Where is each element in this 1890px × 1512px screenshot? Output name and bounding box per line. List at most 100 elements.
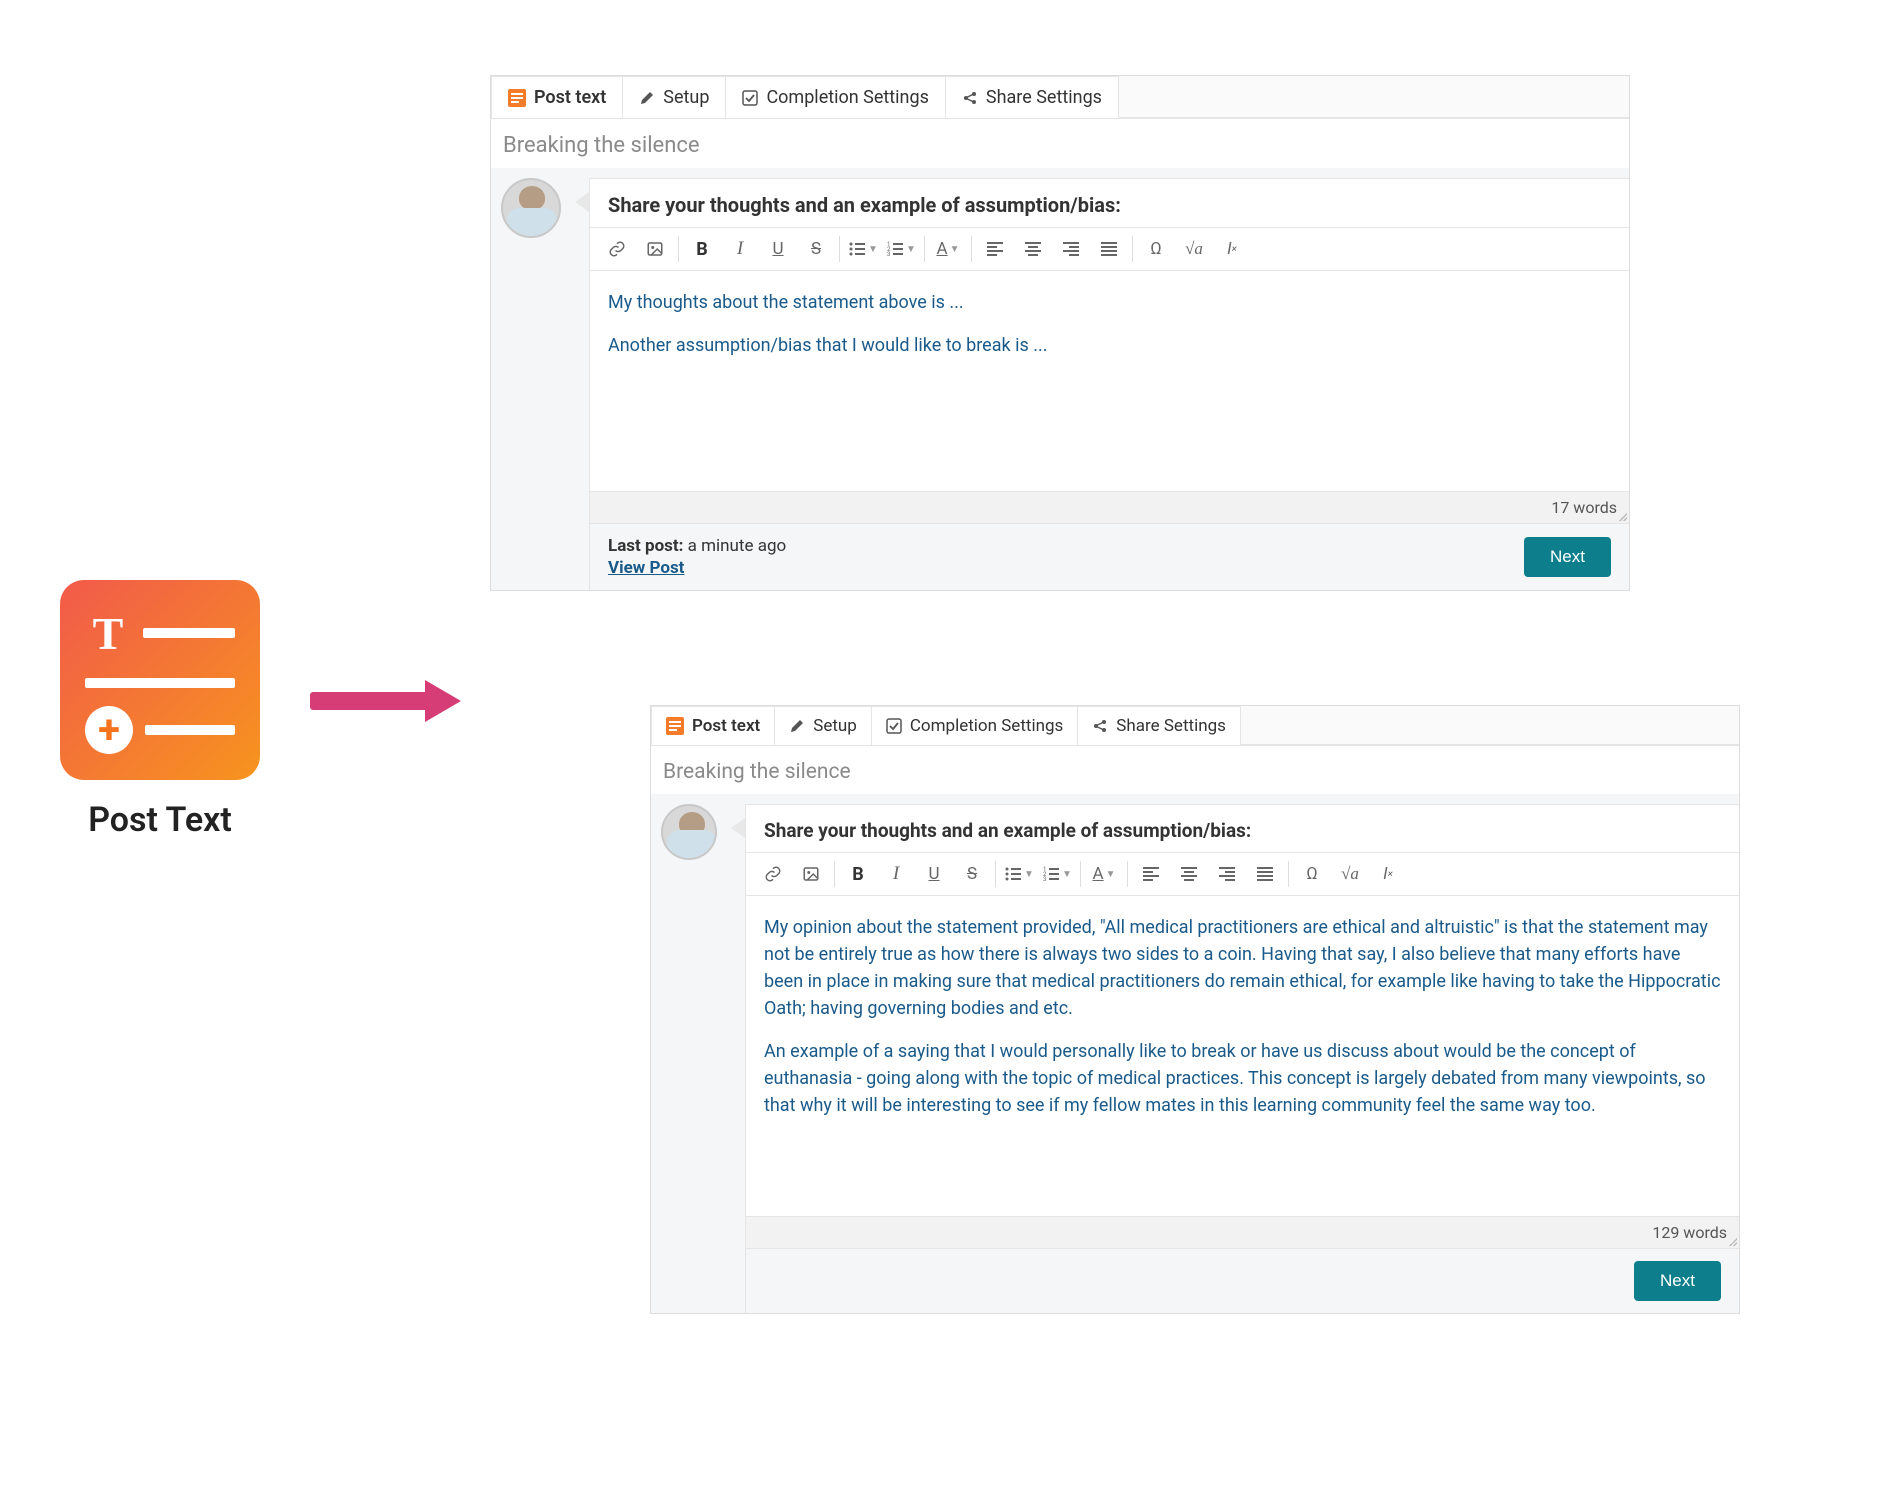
align-left-button[interactable] (1134, 859, 1168, 889)
arrow-right-icon (310, 680, 470, 720)
equation-button[interactable]: √a (1333, 859, 1367, 889)
tab-share-settings[interactable]: Share Settings (1077, 706, 1241, 745)
tab-label: Share Settings (986, 87, 1102, 108)
align-center-button[interactable] (1172, 859, 1206, 889)
align-right-button[interactable] (1054, 234, 1088, 264)
unordered-list-button[interactable]: ▼ (1002, 859, 1036, 889)
svg-text:3: 3 (1043, 876, 1046, 882)
align-justify-button[interactable] (1092, 234, 1126, 264)
omega-button[interactable]: Ω (1295, 859, 1329, 889)
breadcrumb: Breaking the silence (491, 119, 1629, 168)
italic-button[interactable]: I (879, 859, 913, 889)
composer: Share your thoughts and an example of as… (745, 804, 1739, 1313)
post-text-icon (666, 717, 684, 735)
editor-paragraph: My thoughts about the statement above is… (608, 289, 1611, 316)
omega-button[interactable]: Ω (1139, 234, 1173, 264)
unordered-list-button[interactable]: ▼ (846, 234, 880, 264)
avatar (501, 178, 561, 238)
tab-label: Completion Settings (766, 87, 928, 108)
link-icon[interactable] (756, 859, 790, 889)
letter-t-icon: T (85, 607, 131, 660)
plus-circle-icon: + (85, 706, 133, 754)
editor-toolbar: B I U S ▼ 123▼ A▼ Ω √a I× (746, 852, 1739, 896)
resize-grip-icon[interactable] (1727, 1236, 1737, 1246)
word-count-bar: 129 words (746, 1216, 1739, 1248)
tab-label: Post text (692, 716, 760, 736)
last-post-value: a minute ago (688, 536, 787, 556)
share-icon (962, 90, 978, 106)
post-text-icon (508, 89, 526, 107)
tab-setup[interactable]: Setup (774, 706, 872, 745)
next-button[interactable]: Next (1634, 1261, 1721, 1301)
tab-bar: Post text Setup Completion Settings Shar… (491, 76, 1629, 119)
strikethrough-button[interactable]: S (955, 859, 989, 889)
editor-paragraph: An example of a saying that I would pers… (764, 1038, 1721, 1119)
text-color-button[interactable]: A▼ (1087, 859, 1121, 889)
tab-label: Setup (663, 87, 709, 108)
composer-prompt: Share your thoughts and an example of as… (746, 805, 1739, 852)
editor-paragraph: Another assumption/bias that I would lik… (608, 332, 1611, 359)
tab-completion-settings[interactable]: Completion Settings (725, 76, 945, 118)
clear-format-button[interactable]: I× (1371, 859, 1405, 889)
resize-grip-icon[interactable] (1617, 511, 1627, 521)
underline-button[interactable]: U (917, 859, 951, 889)
last-post-info: Last post: a minute ago View Post (608, 536, 786, 578)
check-box-icon (742, 90, 758, 106)
post-text-app-icon: T + (60, 580, 260, 780)
composer-prompt: Share your thoughts and an example of as… (590, 179, 1629, 227)
underline-button[interactable]: U (761, 234, 795, 264)
link-icon[interactable] (600, 234, 634, 264)
composer-footer: Last post: a minute ago View Post Next (590, 523, 1629, 590)
composer-row: Share your thoughts and an example of as… (491, 168, 1629, 590)
tab-completion-settings[interactable]: Completion Settings (871, 706, 1078, 745)
tab-label: Share Settings (1116, 716, 1226, 736)
check-box-icon (886, 718, 902, 734)
word-count-bar: 17 words (590, 491, 1629, 523)
bold-button[interactable]: B (685, 234, 719, 264)
pencil-icon (639, 90, 655, 106)
tab-post-text[interactable]: Post text (491, 76, 623, 118)
editor-body[interactable]: My opinion about the statement provided,… (746, 896, 1739, 1216)
tab-label: Setup (813, 716, 857, 736)
share-icon (1092, 718, 1108, 734)
svg-text:3: 3 (887, 251, 890, 257)
tab-bar: Post text Setup Completion Settings Shar… (651, 706, 1739, 746)
ordered-list-button[interactable]: 123▼ (1040, 859, 1074, 889)
editor-body[interactable]: My thoughts about the statement above is… (590, 271, 1629, 491)
equation-button[interactable]: √a (1177, 234, 1211, 264)
text-color-button[interactable]: A▼ (931, 234, 965, 264)
align-left-button[interactable] (978, 234, 1012, 264)
ordered-list-button[interactable]: 123▼ (884, 234, 918, 264)
editor-toolbar: B I U S ▼ 123▼ A▼ Ω √a I× (590, 227, 1629, 271)
clear-format-button[interactable]: I× (1215, 234, 1249, 264)
tab-label: Post text (534, 87, 606, 108)
word-count: 129 words (1652, 1223, 1727, 1242)
composer: Share your thoughts and an example of as… (589, 178, 1629, 590)
last-post-label: Last post: (608, 536, 683, 556)
align-center-button[interactable] (1016, 234, 1050, 264)
post-text-label: Post Text (30, 800, 290, 840)
align-justify-button[interactable] (1248, 859, 1282, 889)
view-post-link[interactable]: View Post (608, 558, 786, 578)
editor-paragraph: My opinion about the statement provided,… (764, 914, 1721, 1022)
pencil-icon (789, 718, 805, 734)
word-count: 17 words (1551, 498, 1617, 517)
breadcrumb: Breaking the silence (651, 746, 1739, 794)
tab-post-text[interactable]: Post text (651, 706, 775, 745)
bold-button[interactable]: B (841, 859, 875, 889)
composer-footer: Next (746, 1248, 1739, 1313)
tab-share-settings[interactable]: Share Settings (945, 76, 1119, 118)
italic-button[interactable]: I (723, 234, 757, 264)
post-text-panel-after: Post text Setup Completion Settings Shar… (650, 705, 1740, 1314)
image-icon[interactable] (638, 234, 672, 264)
image-icon[interactable] (794, 859, 828, 889)
composer-row: Share your thoughts and an example of as… (651, 794, 1739, 1313)
align-right-button[interactable] (1210, 859, 1244, 889)
next-button[interactable]: Next (1524, 537, 1611, 577)
post-text-feature-block: T + Post Text (30, 580, 290, 840)
tab-setup[interactable]: Setup (622, 76, 726, 118)
avatar (661, 804, 717, 860)
tab-label: Completion Settings (910, 716, 1063, 736)
strikethrough-button[interactable]: S (799, 234, 833, 264)
post-text-panel-before: Post text Setup Completion Settings Shar… (490, 75, 1630, 591)
